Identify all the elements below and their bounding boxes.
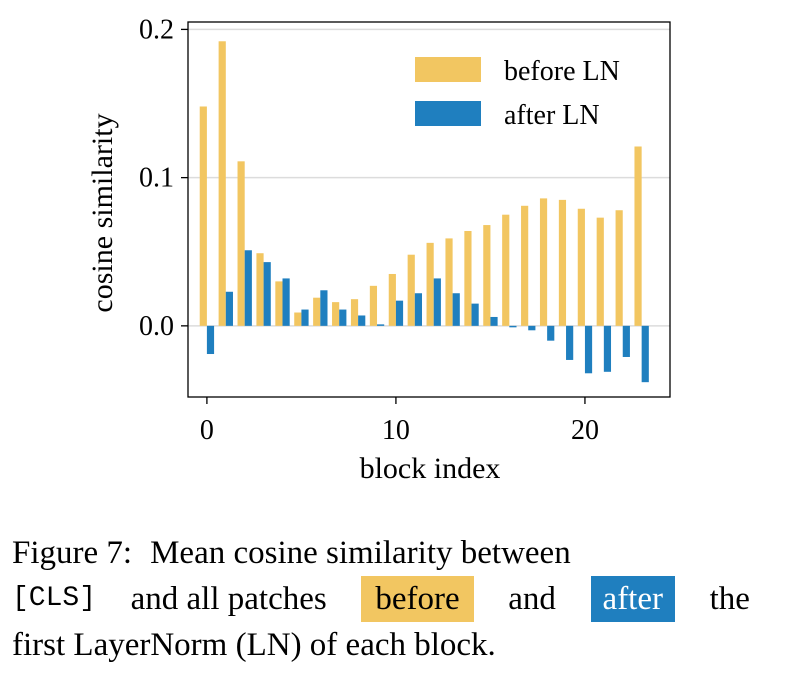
- y-axis-label: cosine similarity: [86, 113, 119, 312]
- bar-before-ln-5: [294, 312, 302, 326]
- bar-after-ln-9: [377, 324, 385, 326]
- bar-before-ln-2: [237, 161, 245, 326]
- x-axis-label: block index: [360, 452, 501, 485]
- bar-before-ln-11: [407, 254, 415, 326]
- legend-label-after: after LN: [504, 100, 600, 131]
- x-tick-label-1: 10: [382, 415, 410, 446]
- bar-before-ln-13: [445, 238, 453, 326]
- caption-before-highlight: before: [361, 576, 474, 622]
- bar-before-ln-4: [275, 281, 283, 326]
- x-tick-label-2: 20: [571, 415, 599, 446]
- bar-before-ln-10: [388, 273, 396, 326]
- bar-before-ln-7: [332, 302, 340, 326]
- legend-swatch-after: [415, 101, 481, 126]
- bar-after-ln-23: [641, 325, 649, 383]
- caption-the: the: [709, 581, 750, 617]
- bar-before-ln-20: [577, 208, 585, 326]
- caption-figure-label: Figure 7:: [12, 535, 133, 571]
- bar-before-ln-1: [218, 41, 226, 326]
- bar-after-ln-15: [490, 316, 498, 326]
- caption-line-2: [CLS] and all patches before and after t…: [12, 576, 750, 622]
- bar-after-ln-0: [206, 325, 215, 355]
- y-tick-label-0: 0.0: [139, 311, 174, 342]
- legend-label-before: before LN: [504, 56, 620, 87]
- bar-before-ln-12: [426, 242, 434, 326]
- bar-before-ln-16: [502, 214, 510, 326]
- caption-cls-token: [CLS]: [12, 583, 97, 614]
- bar-after-ln-17: [528, 325, 536, 331]
- bar-before-ln-8: [350, 299, 359, 326]
- bar-before-ln-18: [539, 198, 548, 326]
- plot-frame: [187, 21, 671, 398]
- bar-after-ln-22: [622, 325, 630, 357]
- bar-after-ln-6: [320, 290, 328, 326]
- bar-after-ln-3: [263, 262, 271, 326]
- bar-after-ln-12: [433, 278, 441, 326]
- bar-after-ln-18: [547, 325, 555, 341]
- caption-line-1: Figure 7: Mean cosine similarity between: [12, 530, 750, 576]
- bar-before-ln-23: [634, 146, 642, 326]
- bar-after-ln-14: [471, 303, 479, 326]
- bar-before-ln-14: [464, 230, 472, 326]
- bar-after-ln-21: [603, 325, 612, 372]
- bar-after-ln-2: [244, 250, 252, 326]
- bar-after-ln-7: [339, 309, 347, 326]
- bar-before-ln-19: [558, 199, 567, 326]
- bar-before-ln-22: [615, 210, 623, 326]
- bar-after-ln-10: [395, 300, 404, 326]
- bar-chart: 0.0 0.1 0.2 0 10 20 block index cosine simila…: [86, 14, 671, 485]
- caption-and: and: [508, 581, 556, 617]
- y-tick-label-1: 0.1: [139, 163, 174, 194]
- bar-before-ln-0: [199, 106, 207, 326]
- caption-line-3: first LayerNorm (LN) of each block.: [12, 627, 496, 663]
- bar-after-ln-20: [584, 325, 593, 374]
- caption-after-highlight: after: [590, 576, 675, 622]
- caption-text-2: and all patches: [130, 581, 327, 617]
- bar-after-ln-16: [509, 325, 517, 328]
- bar-after-ln-1: [225, 291, 233, 326]
- bar-before-ln-9: [369, 285, 378, 326]
- bar-after-ln-8: [358, 315, 366, 326]
- legend-swatch-before: [415, 57, 481, 82]
- bar-after-ln-11: [414, 293, 423, 326]
- bar-before-ln-21: [596, 217, 604, 326]
- axes: [187, 21, 671, 398]
- ticks: 0.0 0.1 0.2 0 10 20: [139, 14, 599, 446]
- bar-after-ln-5: [301, 309, 309, 326]
- bar-after-ln-19: [566, 325, 574, 360]
- legend: before LN after LN: [415, 56, 620, 131]
- figure-caption: Figure 7: Mean cosine similarity between…: [12, 530, 750, 668]
- bar-before-ln-17: [521, 205, 529, 326]
- y-tick-label-2: 0.2: [139, 14, 174, 45]
- x-tick-label-0: 0: [200, 415, 214, 446]
- bar-before-ln-15: [483, 225, 491, 326]
- bar-after-ln-13: [452, 293, 460, 326]
- bar-before-ln-3: [256, 253, 264, 326]
- caption-text-1: Mean cosine similarity between: [150, 535, 571, 571]
- bar-after-ln-4: [282, 278, 290, 326]
- bar-series: [199, 41, 649, 383]
- bar-before-ln-6: [313, 297, 321, 326]
